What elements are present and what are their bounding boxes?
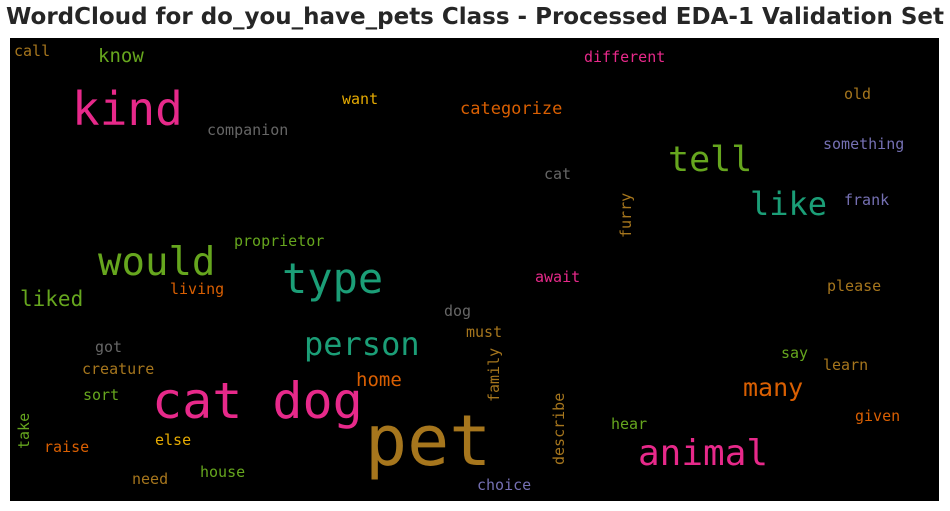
word-pet: pet: [365, 400, 492, 482]
word-family: family: [485, 347, 503, 402]
word-hear: hear: [611, 415, 648, 433]
word-proprietor: proprietor: [234, 232, 325, 250]
word-furry: furry: [617, 192, 635, 238]
word-raise: raise: [44, 438, 90, 456]
word-take: take: [15, 412, 33, 449]
word-type: type: [282, 254, 384, 303]
word-companion: companion: [207, 121, 289, 139]
word-many: many: [743, 373, 804, 402]
word-living: living: [170, 280, 225, 298]
word-animal: animal: [638, 433, 769, 474]
word-need: need: [132, 470, 169, 488]
word-say: say: [781, 344, 809, 362]
word-know: know: [98, 45, 144, 67]
word-given: given: [855, 407, 901, 425]
word-sort: sort: [83, 386, 120, 404]
word-await: await: [535, 268, 581, 286]
word-would: would: [98, 240, 216, 285]
word-house: house: [200, 463, 246, 481]
word-person: person: [304, 325, 420, 363]
word-learn: learn: [823, 356, 869, 374]
word-got: got: [95, 338, 123, 356]
word-choice: choice: [477, 476, 532, 494]
word-dog: dog: [444, 302, 472, 320]
word-kind: kind: [72, 82, 183, 136]
wordcloud-canvas: pet cat dog kind type would animal tell person l…: [10, 38, 939, 501]
word-tell: tell: [668, 140, 753, 180]
word-like: like: [750, 185, 828, 223]
word-cat: cat: [544, 165, 572, 183]
word-cat-dog: cat dog: [152, 372, 363, 430]
word-must: must: [466, 323, 503, 341]
word-call: call: [14, 42, 51, 60]
word-different: different: [584, 48, 666, 66]
word-home: home: [356, 369, 402, 391]
word-else: else: [155, 431, 192, 449]
chart-title: WordCloud for do_you_have_pets Class - P…: [5, 4, 944, 30]
word-something: something: [823, 135, 905, 153]
word-old: old: [844, 85, 872, 103]
word-liked: liked: [20, 287, 84, 311]
word-want: want: [342, 90, 379, 108]
word-creature: creature: [82, 360, 155, 378]
word-categorize: categorize: [460, 99, 563, 119]
word-please: please: [827, 277, 882, 295]
word-frank: frank: [844, 191, 890, 209]
word-describe: describe: [550, 392, 568, 465]
